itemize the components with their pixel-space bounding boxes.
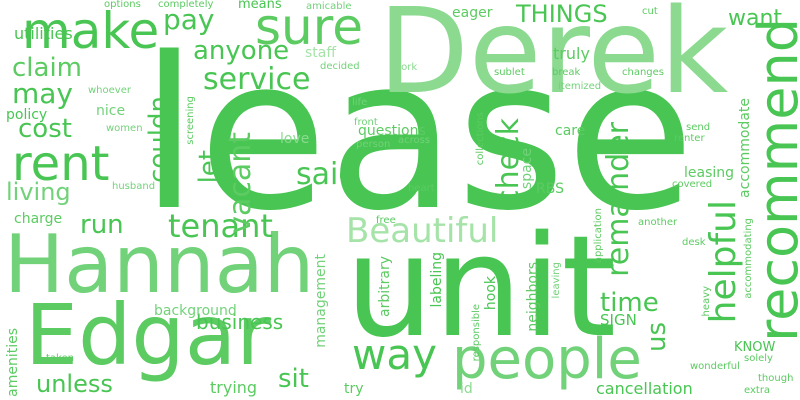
word: changes	[622, 67, 665, 78]
word: Beautiful	[346, 211, 499, 251]
word: break	[552, 67, 581, 78]
word: accommodate	[737, 98, 753, 198]
word: nice	[96, 103, 126, 119]
word: front	[354, 117, 378, 128]
word: whoever	[88, 85, 131, 96]
word: us	[642, 322, 672, 353]
word: staff	[305, 45, 337, 61]
word: though	[758, 373, 794, 384]
word: free	[376, 215, 396, 226]
word: another	[638, 217, 678, 228]
word: cost	[18, 114, 72, 144]
word: life	[352, 97, 368, 108]
word: claim	[12, 53, 83, 83]
word: application	[593, 208, 604, 264]
word: try	[344, 381, 364, 397]
word: unless	[36, 370, 113, 398]
word: sure	[255, 0, 363, 56]
word: unit	[345, 206, 617, 369]
word: heart	[408, 183, 435, 194]
word: options	[104, 0, 141, 10]
word: send	[686, 122, 711, 133]
word: may	[12, 77, 74, 110]
word: questions	[358, 123, 426, 139]
word: way	[352, 330, 437, 379]
word: SIGN	[600, 311, 637, 329]
word: itemized	[558, 81, 602, 92]
word: anyone	[193, 36, 290, 66]
word: charge	[14, 211, 63, 227]
word: utilities	[14, 24, 73, 43]
word: accommodating	[743, 218, 754, 299]
word: cancellation	[596, 379, 693, 398]
word: leasing	[684, 165, 735, 181]
word: eager	[452, 5, 493, 21]
word: husband	[112, 181, 156, 192]
word: love	[280, 131, 310, 147]
word: recommend	[747, 18, 800, 342]
word: neighbors	[525, 262, 541, 332]
word: THINGS	[516, 0, 608, 28]
word: people	[452, 327, 642, 392]
word: tenant	[168, 207, 273, 245]
word: couldn	[144, 96, 174, 183]
word: extra	[744, 385, 771, 396]
word: lease	[140, 12, 695, 257]
word: responsible	[471, 304, 482, 362]
word: screening	[185, 96, 196, 145]
word: let	[194, 150, 224, 184]
word: truly	[553, 44, 590, 63]
word: want	[728, 6, 783, 31]
word: sublet	[494, 67, 525, 78]
word: management	[313, 254, 329, 348]
word: taken	[46, 353, 74, 364]
word: person	[356, 139, 391, 150]
word: desk	[682, 237, 706, 248]
word: Derek	[378, 0, 729, 120]
word: amenities	[5, 328, 21, 397]
word: run	[80, 210, 124, 240]
word: pay	[163, 3, 215, 36]
word: covered	[672, 179, 713, 190]
word: solely	[744, 353, 773, 364]
word: remainder	[601, 122, 636, 277]
word: said	[296, 157, 358, 192]
word: completely	[158, 0, 214, 10]
word: RBS	[536, 181, 564, 197]
word: arbitrary	[377, 256, 393, 317]
word: space	[519, 148, 535, 190]
word: policy	[6, 107, 48, 123]
word: renter	[674, 133, 705, 144]
word: vacant	[223, 132, 258, 234]
word: care	[555, 123, 586, 139]
word: heavy	[701, 286, 712, 317]
word: id	[460, 381, 473, 397]
word: women	[106, 123, 143, 134]
word: wonderful	[690, 361, 740, 372]
word: service	[203, 62, 311, 97]
word: KNOW	[734, 340, 776, 355]
word: labeling	[429, 252, 445, 308]
word: amicable	[306, 1, 352, 12]
word: cut	[642, 6, 658, 17]
word: collections	[475, 112, 486, 166]
word: work	[393, 62, 418, 73]
word: hook	[483, 276, 499, 311]
word: leaving	[551, 262, 562, 299]
word: means	[238, 0, 282, 12]
word: background	[154, 303, 237, 319]
word: decided	[320, 61, 360, 72]
word: trying	[210, 378, 258, 397]
word: Edgar	[25, 286, 271, 384]
word: make	[22, 2, 160, 60]
word: across	[398, 135, 431, 146]
word: living	[6, 178, 71, 206]
word: time	[600, 288, 659, 318]
word: Hannah	[4, 218, 315, 311]
word: sit	[278, 364, 309, 394]
word: rent	[12, 136, 110, 192]
word: business	[196, 310, 284, 334]
